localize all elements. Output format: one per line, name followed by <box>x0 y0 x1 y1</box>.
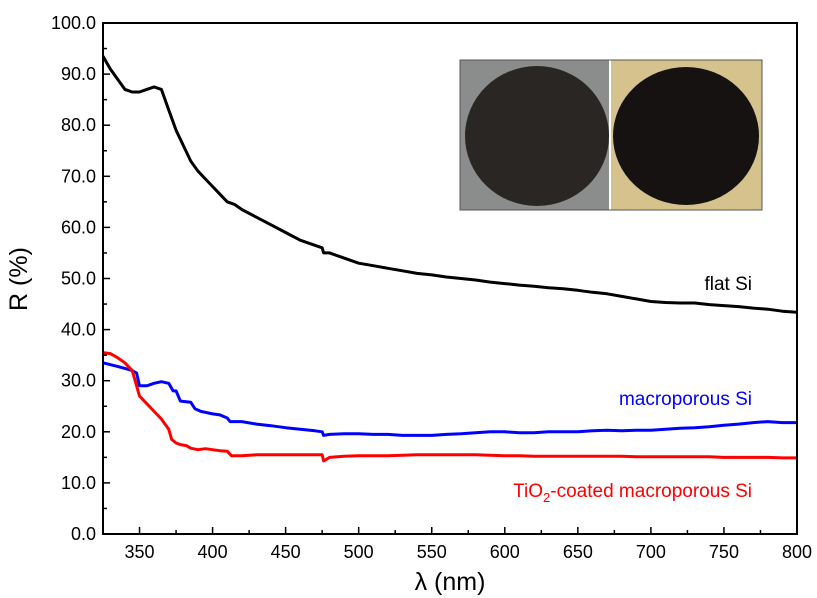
y-tick-label: 40.0 <box>61 320 96 340</box>
x-tick-label: 400 <box>198 542 228 562</box>
y-tick-label: 50.0 <box>61 269 96 289</box>
y-axis-ticks: 0.0 10.0 20.0 30.0 40.0 50.0 60.0 70.0 80.0 90.0 1… <box>51 13 110 544</box>
line-flat-si <box>103 55 797 314</box>
x-tick-label: 600 <box>490 542 520 562</box>
x-tick-label: 750 <box>709 542 739 562</box>
series-lines <box>103 55 797 463</box>
inset-photo <box>459 59 763 211</box>
x-tick-label: 550 <box>417 542 447 562</box>
y-axis-title: R (%) <box>5 247 33 311</box>
x-tick-label: 700 <box>636 542 666 562</box>
y-tick-label: 0.0 <box>71 524 96 544</box>
x-axis-title: λ (nm) <box>415 568 486 596</box>
y-tick-label: 90.0 <box>61 64 96 84</box>
inset-frame <box>459 59 763 211</box>
x-tick-label: 500 <box>344 542 374 562</box>
y-tick-label: 100.0 <box>51 13 96 33</box>
inset-wafer-tio2-coated <box>613 67 759 205</box>
y-tick-label: 20.0 <box>61 422 96 442</box>
y-tick-label: 60.0 <box>61 217 96 237</box>
x-tick-label: 800 <box>782 542 812 562</box>
inset-wafer-macroporous <box>465 66 609 206</box>
label-flat-si: flat Si <box>704 274 752 295</box>
line-tio2-coated-macroporous-si <box>103 351 797 463</box>
y-tick-label: 70.0 <box>61 166 96 186</box>
y-tick-label: 80.0 <box>61 115 96 135</box>
label-tio2-coated-macroporous-si: TiO2-coated macroporous Si <box>513 481 752 505</box>
y-tick-label: 30.0 <box>61 371 96 391</box>
plot-frame <box>102 22 798 535</box>
line-macroporous-si <box>103 361 797 437</box>
x-axis-ticks: 350 400 450 500 550 600 650 700 750 800 <box>125 527 812 562</box>
x-tick-label: 450 <box>271 542 301 562</box>
x-tick-label: 650 <box>563 542 593 562</box>
y-tick-label: 10.0 <box>61 473 96 493</box>
label-macroporous-si: macroporous Si <box>619 389 752 410</box>
x-tick-label: 350 <box>125 542 155 562</box>
